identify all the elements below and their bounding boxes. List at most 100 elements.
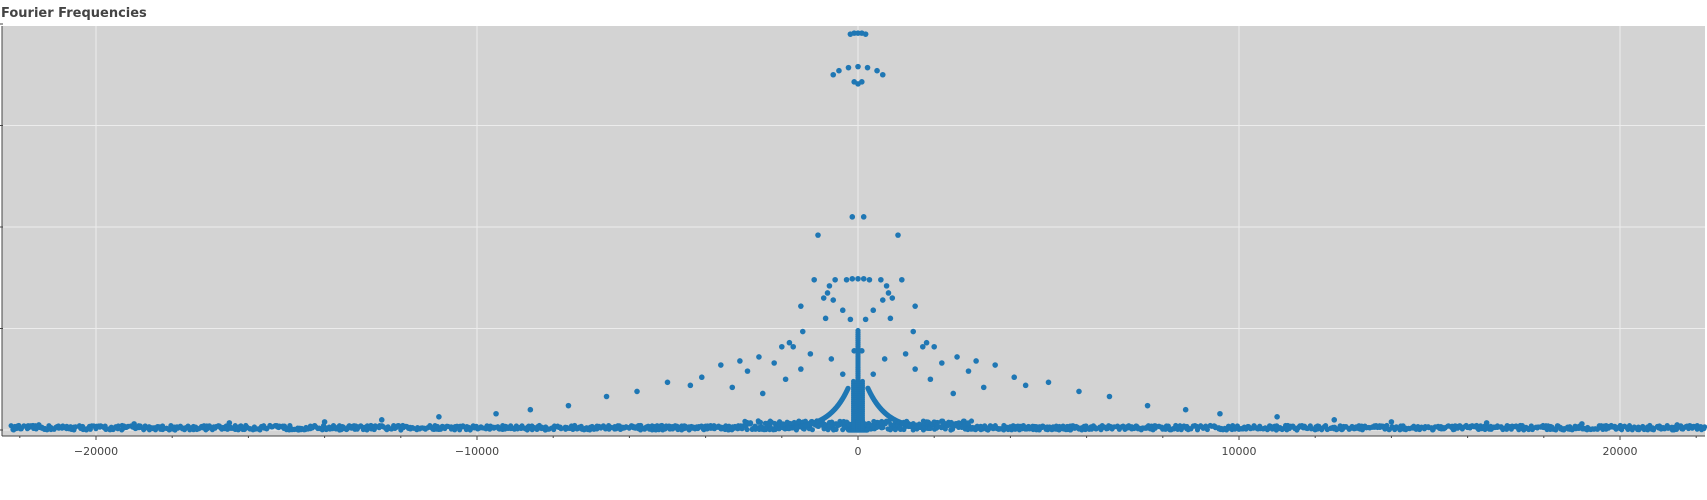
data-point	[899, 276, 905, 283]
data-point	[807, 351, 814, 357]
data-point	[954, 354, 960, 360]
noise-point	[796, 418, 802, 424]
data-point	[965, 368, 972, 374]
data-point	[36, 422, 42, 428]
noise-point	[115, 426, 121, 432]
envelope-point	[845, 385, 851, 391]
data-point	[895, 232, 901, 238]
data-point	[771, 360, 777, 366]
x-tick-label: −20000	[74, 445, 118, 458]
data-points	[8, 30, 1707, 433]
data-point	[849, 214, 856, 220]
data-point	[939, 360, 945, 366]
data-point	[790, 343, 797, 350]
noise-point	[558, 426, 564, 432]
data-point	[786, 339, 793, 346]
data-point	[851, 348, 857, 354]
data-point	[980, 384, 987, 391]
data-point	[378, 417, 385, 423]
data-point	[1674, 422, 1680, 428]
noise-point	[757, 419, 764, 425]
data-point	[839, 371, 846, 377]
data-point	[950, 390, 957, 397]
data-point	[889, 295, 896, 301]
data-point	[878, 276, 884, 283]
data-point	[1106, 393, 1113, 400]
data-point	[799, 328, 806, 335]
noise-point	[206, 423, 213, 429]
data-point	[885, 290, 892, 296]
data-point	[828, 356, 835, 362]
data-point	[845, 64, 852, 71]
noise-point	[942, 426, 948, 432]
data-point	[860, 214, 867, 220]
data-point	[860, 275, 867, 282]
data-point	[902, 351, 909, 357]
data-point	[870, 371, 877, 377]
data-point	[779, 343, 785, 350]
data-point	[493, 410, 499, 417]
noise-point	[968, 418, 975, 424]
data-point	[436, 414, 442, 420]
data-point	[874, 67, 880, 74]
data-point	[1331, 417, 1338, 423]
data-point	[866, 276, 873, 283]
data-point	[881, 356, 888, 362]
x-tick-label: 0	[855, 445, 862, 458]
plot-background	[2, 26, 1705, 436]
data-point	[737, 358, 743, 364]
data-point	[603, 393, 610, 400]
data-point	[729, 384, 736, 391]
data-point	[887, 315, 894, 322]
data-point	[931, 343, 937, 350]
data-point	[822, 315, 829, 322]
data-point	[855, 63, 861, 70]
data-point	[830, 297, 837, 303]
data-point	[824, 290, 831, 296]
data-point	[832, 276, 838, 283]
data-point	[1011, 374, 1018, 381]
data-point	[820, 295, 827, 301]
noise-point	[744, 426, 750, 433]
data-point	[565, 402, 572, 409]
noise-point	[1194, 427, 1201, 433]
data-point	[698, 374, 705, 381]
envelope-point	[864, 427, 870, 433]
data-point	[879, 297, 886, 303]
data-point	[131, 421, 137, 427]
data-point	[1022, 382, 1029, 389]
data-point	[226, 420, 233, 426]
data-point	[687, 382, 694, 389]
data-point	[879, 71, 886, 78]
data-point	[919, 343, 926, 350]
data-point	[912, 366, 918, 372]
data-point	[1076, 388, 1082, 395]
data-point	[859, 348, 865, 354]
data-point	[321, 419, 328, 425]
data-point	[849, 275, 856, 282]
data-point	[830, 71, 837, 78]
data-point	[862, 316, 869, 323]
noise-point	[833, 426, 839, 432]
data-point	[1483, 420, 1490, 426]
noise-point	[809, 427, 815, 433]
noise-point	[747, 421, 753, 427]
data-point	[870, 307, 877, 314]
noise-point	[1459, 426, 1465, 432]
data-point	[664, 379, 671, 386]
noise-point	[503, 424, 509, 430]
data-point	[1182, 406, 1189, 413]
data-point	[973, 358, 979, 364]
data-point	[815, 232, 821, 238]
noise-point	[467, 427, 473, 433]
data-point	[864, 64, 871, 71]
data-point	[912, 303, 918, 309]
data-point	[843, 276, 850, 283]
noise-point	[880, 424, 886, 431]
data-point	[839, 307, 846, 314]
data-point	[1388, 419, 1395, 425]
data-point	[927, 376, 934, 383]
data-point	[634, 388, 640, 395]
data-point	[992, 362, 998, 368]
